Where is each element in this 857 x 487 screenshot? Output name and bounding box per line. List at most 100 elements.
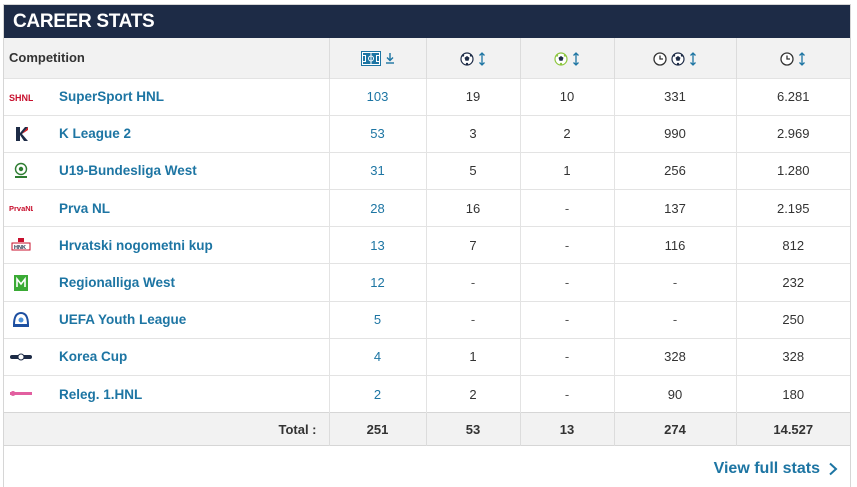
minutes-played-cell: 328 bbox=[735, 338, 850, 376]
view-full-stats[interactable]: View full stats bbox=[714, 460, 838, 478]
sort-icon[interactable] bbox=[478, 51, 486, 66]
col-assists[interactable] bbox=[519, 38, 614, 78]
competition-name-link[interactable]: SuperSport HNL bbox=[59, 89, 165, 105]
col-minutes-per-goal[interactable] bbox=[613, 38, 736, 78]
svg-text:SHNL: SHNL bbox=[9, 93, 33, 103]
k-league-2-logo[interactable] bbox=[7, 124, 35, 144]
minutes-played-cell: 232 bbox=[735, 263, 850, 302]
sort-icon[interactable] bbox=[798, 51, 806, 66]
col-competition[interactable]: Competition bbox=[9, 50, 85, 66]
sort-icon[interactable] bbox=[572, 51, 580, 66]
sort-desc-icon[interactable] bbox=[385, 52, 395, 64]
minutes-played-icon bbox=[780, 51, 794, 66]
appearances-cell[interactable]: 13 bbox=[328, 226, 426, 264]
table-row: HNK Hrvatski nogometni kup 13 7-116 812 bbox=[4, 226, 850, 264]
competition-name-link[interactable]: Korea Cup bbox=[59, 349, 128, 365]
appearances-cell[interactable]: 5 bbox=[328, 301, 426, 339]
appearances-cell[interactable]: 31 bbox=[328, 152, 426, 190]
col-goals[interactable] bbox=[425, 38, 520, 78]
table-row: U19-Bundesliga West 31 5 1 256 1.280 bbox=[4, 152, 850, 190]
prva-nl-logo[interactable]: PrvaNL bbox=[7, 198, 35, 218]
competition-name-link[interactable]: UEFA Youth League bbox=[59, 312, 187, 328]
assists-cell: - bbox=[519, 226, 614, 264]
competition-name-link[interactable]: U19-Bundesliga West bbox=[59, 163, 197, 179]
assists-cell: - bbox=[519, 301, 614, 339]
hrvatski-kup-logo[interactable]: HNK bbox=[7, 235, 35, 255]
competition-cell: Releg. 1.HNL bbox=[4, 376, 329, 413]
u19-bundesliga-logo[interactable] bbox=[7, 161, 35, 181]
table-row: Korea Cup 4 1-328 328 bbox=[4, 338, 850, 376]
appearances-cell[interactable]: 103 bbox=[328, 78, 426, 116]
competition-name-link[interactable]: Regionalliga West bbox=[59, 275, 176, 291]
uefa-youth-league-logo[interactable] bbox=[7, 310, 35, 330]
appearances-cell[interactable]: 28 bbox=[328, 189, 426, 227]
career-stats-header: CAREER STATS bbox=[4, 5, 850, 38]
minutes-per-goal-cell: 90 bbox=[613, 375, 736, 413]
appearances-pitch-icon bbox=[360, 50, 381, 66]
minutes-per-goal-cell: 990 bbox=[613, 115, 736, 153]
goals-cell: 3 bbox=[425, 115, 520, 153]
goals-cell: 16 bbox=[425, 189, 520, 227]
minutes-per-goal-cell: - bbox=[613, 301, 736, 339]
goals-cell: 1 bbox=[425, 338, 520, 376]
table-header-row: Competition bbox=[4, 38, 850, 78]
view-full-stats-link[interactable]: View full stats bbox=[713, 460, 820, 477]
minutes-played-cell: 180 bbox=[735, 375, 850, 413]
career-stats-box: CAREER STATS Competition bbox=[3, 4, 851, 487]
appearances-cell[interactable]: 53 bbox=[328, 115, 426, 153]
competition-name-link[interactable]: Releg. 1.HNL bbox=[59, 386, 143, 402]
minutes-played-cell: 250 bbox=[735, 301, 850, 339]
table-row: SHNL SuperSport HNL 103 19 10 331 6.281 bbox=[4, 78, 850, 116]
competition-cell: Korea Cup bbox=[4, 338, 329, 375]
total-appearances: 251 bbox=[328, 412, 426, 446]
goals-cell: - bbox=[425, 263, 520, 302]
competition-name-link[interactable]: Hrvatski nogometni kup bbox=[59, 237, 213, 253]
minutes-per-goal-cell: 116 bbox=[613, 226, 736, 264]
chevron-right-icon[interactable] bbox=[828, 462, 838, 476]
minutes-played-cell: 6.281 bbox=[735, 78, 850, 116]
competition-name-link[interactable]: K League 2 bbox=[59, 126, 132, 142]
assists-cell: - bbox=[519, 189, 614, 227]
assists-cell: 10 bbox=[519, 78, 614, 116]
total-goals: 53 bbox=[425, 412, 520, 446]
goals-cell: 19 bbox=[425, 78, 520, 116]
appearances-cell[interactable]: 12 bbox=[328, 263, 426, 302]
minutes-per-goal-cell: - bbox=[613, 263, 736, 302]
minutes-per-goal-icon bbox=[671, 51, 685, 66]
minutes-played-cell: 1.280 bbox=[735, 152, 850, 190]
goals-cell: 7 bbox=[425, 226, 520, 264]
assists-cell: - bbox=[519, 263, 614, 302]
goals-cell: - bbox=[425, 301, 520, 339]
table-row: Regionalliga West 12- - -232 bbox=[4, 263, 850, 302]
career-stats-table: Competition bbox=[4, 38, 850, 446]
col-minutes-played[interactable] bbox=[735, 38, 850, 78]
korea-cup-logo[interactable] bbox=[7, 347, 35, 367]
releg-hnl-logo[interactable] bbox=[7, 384, 35, 404]
total-minutes-played: 14.527 bbox=[735, 412, 850, 446]
col-appearances[interactable] bbox=[328, 38, 426, 78]
table-row: Releg. 1.HNL 2 2-90 180 bbox=[4, 375, 850, 413]
competition-cell: Regionalliga West bbox=[4, 264, 329, 301]
minutes-played-cell: 2.195 bbox=[735, 189, 850, 227]
minutes-per-goal-cell: 328 bbox=[613, 338, 736, 376]
supersport-hnl-logo[interactable]: SHNL bbox=[7, 87, 35, 107]
table-row: UEFA Youth League 5- - -250 bbox=[4, 301, 850, 339]
competition-name-link[interactable]: Prva NL bbox=[59, 200, 111, 216]
total-label: Total : bbox=[278, 421, 317, 437]
sort-icon[interactable] bbox=[689, 51, 697, 66]
table-row: K League 2 53 3 2 990 2.969 bbox=[4, 115, 850, 153]
minutes-per-goal-cell: 137 bbox=[613, 189, 736, 227]
regionalliga-west-logo[interactable] bbox=[7, 273, 35, 293]
minutes-per-goal-cell: 331 bbox=[613, 78, 736, 116]
minutes-played-cell: 812 bbox=[735, 226, 850, 264]
goals-ball-icon bbox=[460, 51, 474, 66]
appearances-cell[interactable]: 2 bbox=[328, 375, 426, 413]
assists-cell: 2 bbox=[519, 115, 614, 153]
table-row: PrvaNL Prva NL 28 16-137 2.195 bbox=[4, 189, 850, 227]
clock-icon bbox=[653, 51, 667, 66]
section-title: CAREER STATS bbox=[13, 10, 155, 32]
goals-cell: 5 bbox=[425, 152, 520, 190]
total-minutes-per-goal: 274 bbox=[613, 412, 736, 446]
minutes-played-cell: 2.969 bbox=[735, 115, 850, 153]
appearances-cell[interactable]: 4 bbox=[328, 338, 426, 376]
